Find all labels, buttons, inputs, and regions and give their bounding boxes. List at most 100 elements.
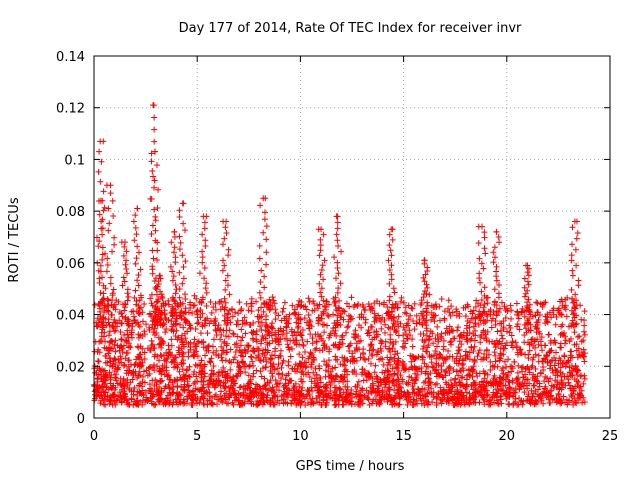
data-point: [430, 304, 437, 311]
data-point: [141, 328, 148, 335]
data-point: [298, 398, 305, 405]
data-point: [208, 309, 215, 316]
data-point: [515, 362, 522, 369]
data-point: [305, 312, 312, 319]
data-point: [516, 326, 523, 333]
data-point: [497, 396, 504, 403]
data-point: [194, 320, 201, 327]
data-point: [157, 378, 164, 385]
data-point: [401, 344, 408, 351]
data-point: [201, 373, 208, 380]
data-point: [404, 401, 411, 408]
x-tick-label: 5: [193, 429, 201, 444]
data-point: [532, 312, 539, 319]
data-point: [190, 380, 197, 387]
data-point: [512, 385, 519, 392]
data-point: [537, 338, 544, 345]
data-point: [150, 328, 157, 335]
data-point: [530, 342, 537, 349]
data-point: [272, 310, 279, 317]
x-tick-label: 15: [395, 429, 412, 444]
data-point: [309, 340, 316, 347]
data-point: [146, 347, 153, 354]
data-point: [432, 367, 439, 374]
data-point: [581, 322, 588, 329]
data-point: [121, 361, 128, 368]
data-point: [344, 378, 351, 385]
data-point: [276, 370, 283, 377]
y-tick-label: 0.02: [56, 360, 85, 375]
data-point: [487, 358, 494, 365]
data-point: [505, 400, 512, 407]
data-point: [384, 303, 391, 310]
data-point: [229, 313, 236, 320]
data-point: [330, 311, 337, 318]
data-point: [407, 312, 414, 319]
data-point: [117, 392, 124, 399]
data-point: [238, 337, 245, 344]
data-point: [106, 369, 113, 376]
data-point: [283, 330, 290, 337]
data-point: [450, 367, 457, 374]
data-point: [362, 356, 369, 363]
data-point: [149, 341, 156, 348]
data-point: [326, 348, 333, 355]
data-point: [318, 315, 325, 322]
data-point: [140, 368, 147, 375]
data-point: [230, 356, 237, 363]
data-point: [265, 304, 272, 311]
data-point: [122, 301, 129, 308]
data-point: [581, 331, 588, 338]
data-point: [553, 314, 560, 321]
data-point: [395, 368, 402, 374]
data-point: [462, 383, 469, 390]
data-point: [532, 365, 539, 372]
data-point: [331, 300, 338, 307]
data-point: [332, 353, 339, 360]
data-point: [421, 338, 428, 345]
data-point: [526, 347, 533, 354]
data-point: [227, 346, 234, 353]
data-point: [434, 331, 441, 338]
data-point: [427, 370, 434, 377]
data-point: [571, 329, 578, 336]
data-point: [310, 298, 317, 305]
data-point: [321, 329, 328, 336]
data-point: [253, 367, 260, 374]
data-point: [194, 395, 201, 402]
data-point: [430, 340, 437, 347]
data-point: [196, 399, 203, 406]
data-point: [394, 387, 401, 394]
data-point: [546, 331, 553, 338]
data-point: [494, 328, 501, 335]
data-point: [529, 356, 536, 363]
data-point: [277, 375, 284, 382]
data-point: [109, 345, 116, 352]
data-point: [135, 331, 142, 338]
data-point: [212, 306, 219, 313]
data-point: [325, 301, 332, 308]
data-point: [573, 400, 580, 407]
data-point: [118, 336, 125, 343]
data-point: [193, 348, 200, 355]
data-point: [398, 294, 405, 301]
data-point: [534, 300, 541, 307]
data-point: [225, 333, 232, 340]
data-point: [329, 365, 336, 372]
data-point: [404, 335, 411, 342]
data-point: [245, 372, 252, 379]
data-point: [207, 373, 214, 380]
data-point: [538, 334, 545, 341]
data-point: [432, 335, 439, 342]
data-point: [248, 354, 255, 361]
data-point: [94, 357, 101, 364]
data-point: [230, 373, 237, 380]
data-point: [462, 313, 469, 320]
data-point: [105, 332, 112, 339]
data-point: [466, 349, 473, 356]
data-point: [407, 332, 414, 339]
data-point: [304, 400, 311, 407]
data-point: [514, 351, 521, 358]
data-point: [92, 369, 99, 376]
